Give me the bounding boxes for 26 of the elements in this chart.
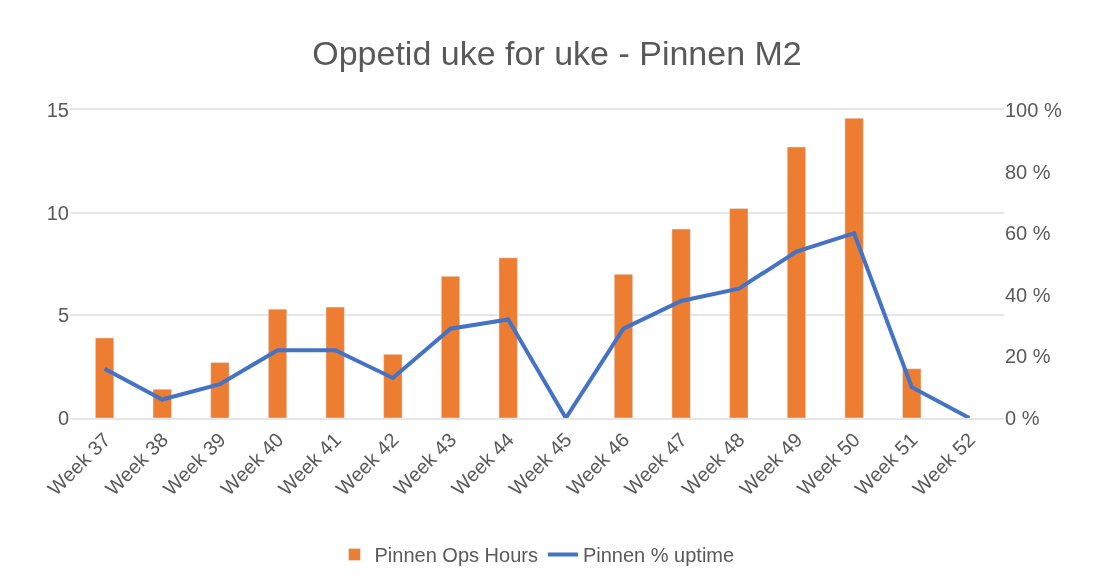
bar xyxy=(95,337,115,418)
bar xyxy=(786,146,806,418)
y2-tick-label: 80 % xyxy=(1005,160,1051,183)
bar xyxy=(210,362,230,418)
y2-tick-label: 60 % xyxy=(1005,222,1051,245)
y-tick-label: 15 xyxy=(46,99,69,121)
y2-tick-label: 0 % xyxy=(1005,407,1040,429)
bar xyxy=(325,306,345,418)
bar xyxy=(671,228,691,418)
y2-tick-label: 100 % xyxy=(1005,99,1062,121)
y2-tick-label: 20 % xyxy=(1005,345,1051,368)
bar xyxy=(441,276,460,418)
bar xyxy=(383,354,403,418)
y-tick-label: 0 xyxy=(57,407,69,429)
bar xyxy=(844,117,864,418)
bar xyxy=(498,257,518,418)
y-tick-label: 10 xyxy=(46,201,69,224)
line-series xyxy=(102,231,972,418)
bar xyxy=(614,274,633,418)
bar xyxy=(729,208,749,418)
legend-label: Pinnen % uptime xyxy=(582,544,735,567)
bar xyxy=(268,308,288,418)
chart-title: Oppetid uke for uke - Pinnen M2 xyxy=(312,33,802,72)
y-tick-label: 5 xyxy=(57,304,69,327)
y2-tick-label: 40 % xyxy=(1005,283,1051,306)
legend-label: Pinnen Ops Hours xyxy=(374,544,538,567)
